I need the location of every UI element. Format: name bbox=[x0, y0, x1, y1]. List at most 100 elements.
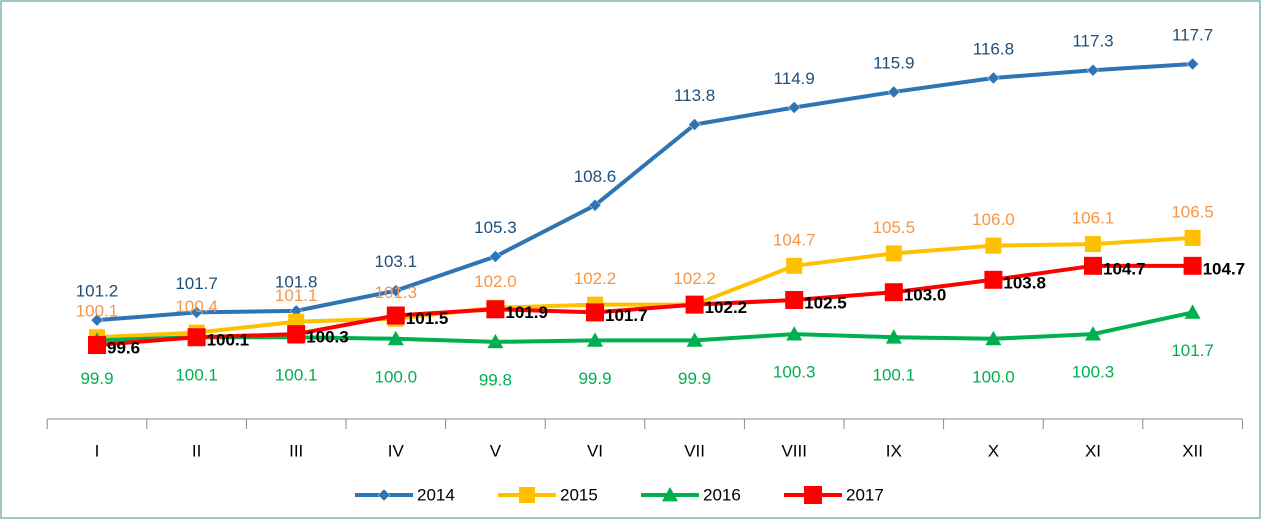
marker bbox=[587, 332, 603, 347]
marker bbox=[1086, 63, 1100, 77]
data-label: 102.2 bbox=[574, 269, 617, 288]
data-label: 101.1 bbox=[275, 286, 318, 305]
data-label: 100.1 bbox=[275, 366, 318, 385]
legend-label: 2017 bbox=[846, 485, 884, 504]
marker bbox=[1184, 304, 1201, 319]
marker bbox=[1084, 256, 1102, 275]
marker bbox=[985, 330, 1002, 346]
legend-item: 2015 bbox=[498, 485, 598, 504]
data-label: 101.7 bbox=[1171, 341, 1214, 360]
data-label: 117.7 bbox=[1172, 25, 1213, 44]
data-label: 101.5 bbox=[406, 309, 449, 328]
data-label: 99.6 bbox=[107, 338, 140, 357]
data-label: 101.3 bbox=[375, 283, 418, 302]
marker bbox=[187, 328, 206, 347]
marker bbox=[586, 303, 604, 322]
marker bbox=[786, 257, 803, 274]
data-label: 99.9 bbox=[80, 369, 113, 388]
x-tick-label: XI bbox=[1085, 441, 1101, 460]
marker bbox=[686, 332, 703, 347]
marker bbox=[688, 118, 701, 131]
marker bbox=[377, 488, 391, 502]
data-label: 103.8 bbox=[1003, 273, 1046, 292]
data-label: 102.2 bbox=[673, 269, 716, 288]
marker bbox=[786, 326, 803, 341]
x-tick-label: X bbox=[988, 441, 999, 460]
marker bbox=[386, 306, 405, 325]
data-label: 103.1 bbox=[375, 252, 418, 271]
x-tick-label: XII bbox=[1182, 441, 1203, 460]
legend-label: 2015 bbox=[560, 485, 598, 504]
x-tick-label: V bbox=[490, 441, 502, 460]
legend-label: 2014 bbox=[417, 485, 455, 504]
x-tick-label: IV bbox=[388, 441, 405, 460]
legend-label: 2016 bbox=[703, 485, 741, 504]
marker bbox=[487, 333, 504, 349]
data-label: 100.1 bbox=[175, 366, 218, 385]
series-line bbox=[96, 235, 1193, 340]
marker bbox=[90, 313, 104, 327]
marker bbox=[389, 284, 403, 298]
data-label: 105.5 bbox=[873, 218, 916, 237]
marker bbox=[787, 101, 801, 114]
data-label: 100.1 bbox=[207, 331, 250, 350]
data-label: 100.1 bbox=[76, 302, 119, 321]
data-label: 102.5 bbox=[804, 293, 847, 312]
series-line bbox=[96, 310, 1194, 344]
marker bbox=[1184, 229, 1201, 246]
x-tick-label: II bbox=[192, 441, 201, 460]
legend-item: 2017 bbox=[784, 485, 884, 504]
series-line bbox=[96, 263, 1193, 347]
data-label: 108.6 bbox=[574, 167, 617, 186]
data-label: 104.7 bbox=[1203, 259, 1246, 278]
data-label: 101.7 bbox=[175, 274, 218, 293]
legend-item: 2016 bbox=[641, 485, 741, 504]
data-label: 101.9 bbox=[505, 303, 548, 322]
data-label: 100.3 bbox=[773, 363, 816, 382]
data-label: 100.0 bbox=[375, 367, 418, 386]
data-label: 102.2 bbox=[705, 298, 748, 317]
data-label: 104.7 bbox=[1103, 259, 1146, 278]
x-tick-label: III bbox=[289, 441, 303, 460]
marker bbox=[885, 329, 902, 344]
data-label: 102.0 bbox=[474, 272, 517, 291]
data-label: 99.9 bbox=[578, 369, 611, 388]
marker bbox=[884, 283, 903, 302]
data-label: 100.4 bbox=[175, 297, 218, 316]
marker bbox=[88, 336, 106, 354]
data-label: 105.3 bbox=[474, 218, 517, 237]
marker bbox=[190, 306, 203, 319]
data-label: 100.0 bbox=[972, 367, 1015, 386]
marker bbox=[985, 237, 1002, 254]
data-label: 117.3 bbox=[1072, 32, 1113, 51]
data-label: 114.9 bbox=[774, 69, 815, 88]
marker bbox=[984, 270, 1003, 289]
x-tick-label: VIII bbox=[781, 441, 807, 460]
marker bbox=[785, 290, 804, 309]
x-tick-label: VII bbox=[684, 441, 705, 460]
marker bbox=[486, 300, 505, 319]
data-label: 116.8 bbox=[973, 39, 1014, 58]
x-tick-label: I bbox=[95, 441, 100, 460]
marker bbox=[685, 295, 704, 314]
data-label: 100.1 bbox=[873, 366, 916, 385]
marker bbox=[885, 245, 902, 262]
marker bbox=[887, 85, 901, 99]
data-label: 113.8 bbox=[674, 86, 715, 105]
marker bbox=[1186, 57, 1199, 71]
marker bbox=[1085, 236, 1101, 253]
marker bbox=[387, 330, 404, 346]
x-tick-label: VI bbox=[587, 441, 603, 460]
marker bbox=[588, 198, 602, 212]
marker bbox=[1085, 326, 1101, 341]
data-label: 104.7 bbox=[773, 230, 816, 249]
data-label: 115.9 bbox=[873, 53, 914, 72]
marker bbox=[519, 487, 535, 503]
marker bbox=[987, 71, 1000, 85]
marker bbox=[1183, 256, 1202, 275]
data-label: 101.2 bbox=[76, 282, 119, 301]
x-tick-label: IX bbox=[886, 441, 902, 460]
series-line bbox=[96, 62, 1193, 323]
